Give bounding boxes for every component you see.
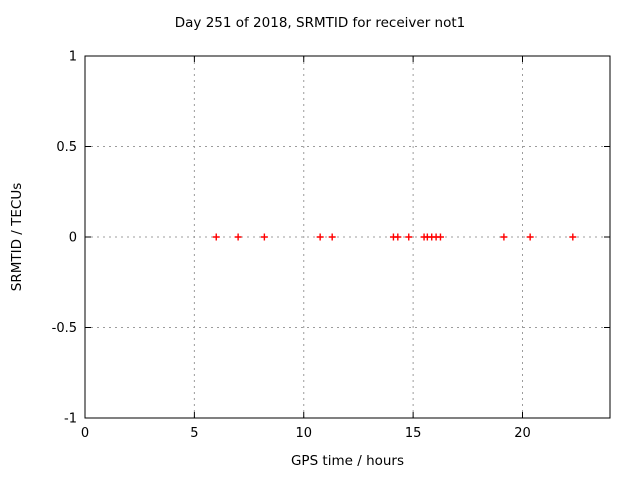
y-axis-label: SRMTID / TECUs: [9, 182, 25, 292]
data-point-marker: [394, 233, 402, 241]
y-tick-label: -1: [64, 412, 77, 427]
data-point-marker: [328, 233, 336, 241]
data-point-marker: [500, 233, 508, 241]
x-tick-label: 15: [405, 426, 422, 441]
data-point-marker: [316, 233, 324, 241]
x-tick-label: 10: [295, 426, 312, 441]
y-tick-label: 0.5: [56, 140, 77, 155]
data-point-marker: [569, 233, 577, 241]
data-point-marker: [526, 233, 534, 241]
x-tick-label: 0: [81, 426, 89, 441]
data-point-marker: [212, 233, 220, 241]
y-tick-label: -0.5: [52, 321, 77, 336]
y-tick-label: 1: [69, 50, 77, 65]
x-tick-label: 20: [514, 426, 531, 441]
data-point-marker: [436, 233, 444, 241]
x-axis-label: GPS time / hours: [290, 453, 405, 469]
data-point-marker: [260, 233, 268, 241]
x-tick-label: 5: [190, 426, 198, 441]
chart-title: Day 251 of 2018, SRMTID for receiver not…: [174, 15, 466, 31]
data-point-marker: [405, 233, 413, 241]
y-tick-label: 0: [69, 231, 77, 246]
data-point-marker: [234, 233, 242, 241]
